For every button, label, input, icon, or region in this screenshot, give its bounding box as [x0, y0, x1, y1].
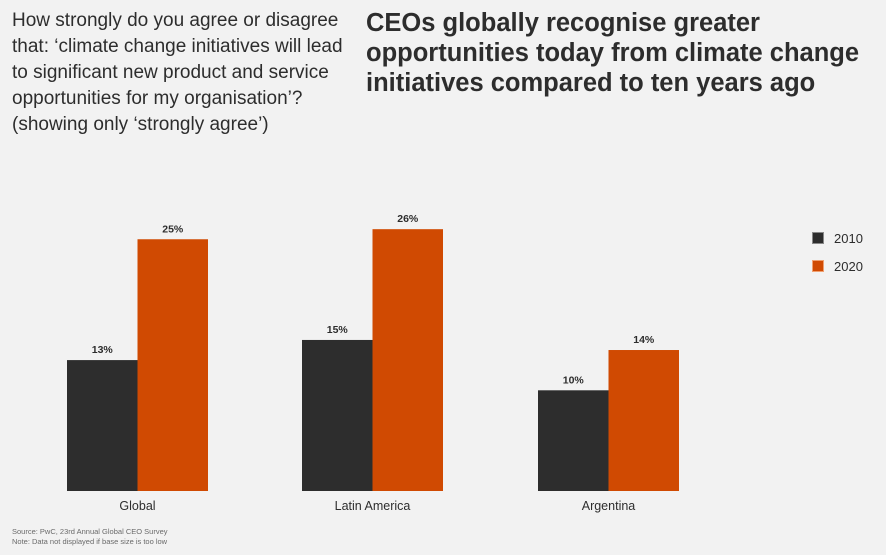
bar-2020-global [137, 239, 208, 491]
legend-item-2020: 2020 [812, 252, 863, 280]
category-label-global: Global [119, 499, 155, 513]
data-label-2020-global: 25% [162, 223, 184, 235]
legend-swatch-2020 [812, 260, 824, 272]
source-note: Source: PwC, 23rd Annual Global CEO Surv… [12, 527, 168, 536]
data-label-2010-latin-america: 15% [327, 324, 349, 336]
chart-headline: CEOs globally recognise greater opportun… [366, 9, 860, 97]
bar-group-latin-america: 15% 26% Latin America [302, 213, 443, 513]
bar-2020-argentina [608, 350, 679, 491]
survey-question: How strongly do you agree or disagree th… [12, 10, 343, 135]
data-label-2020-latin-america: 26% [397, 213, 419, 225]
legend-swatch-2010 [812, 232, 824, 244]
footer: Source: PwC, 23rd Annual Global CEO Surv… [12, 527, 168, 547]
bar-group-argentina: 10% 14% Argentina [538, 334, 679, 513]
bar-2010-latin-america [302, 339, 373, 491]
bar-2010-global [67, 360, 138, 491]
chart-legend: 2010 2020 [812, 224, 863, 280]
base-size-note: Note: Data not displayed if base size is… [12, 537, 168, 546]
bar-group-global: 13% 25% Global [67, 223, 208, 513]
data-label-2010-argentina: 10% [563, 374, 585, 386]
bar-2010-argentina [538, 390, 609, 491]
legend-item-2010: 2010 [812, 224, 863, 252]
data-label-2020-argentina: 14% [633, 334, 655, 346]
category-label-argentina: Argentina [582, 499, 636, 513]
category-label-latin-america: Latin America [335, 499, 411, 513]
legend-label-2010: 2010 [834, 230, 863, 246]
legend-label-2020: 2020 [834, 258, 863, 274]
bar-2020-latin-america [372, 229, 443, 491]
data-label-2010-global: 13% [92, 344, 114, 356]
